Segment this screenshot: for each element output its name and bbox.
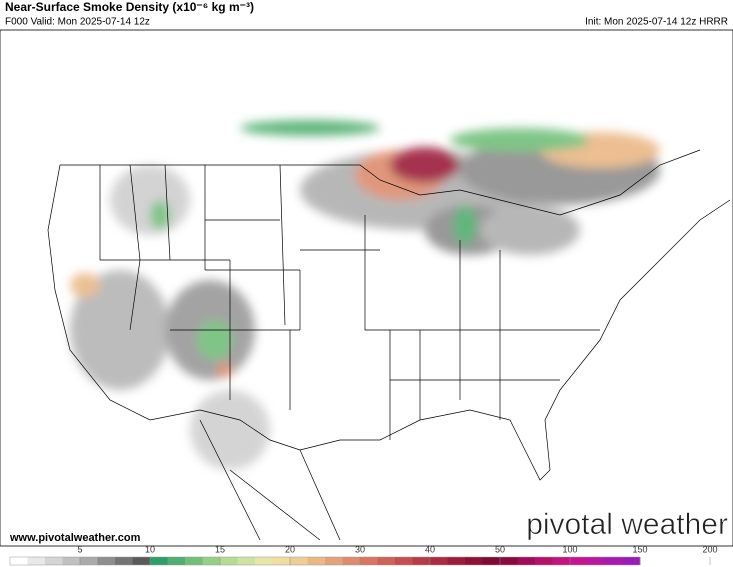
colorbar-swatch [622,557,641,565]
colorbar-swatch [132,557,151,565]
colorbar-tick-label: 50 [495,544,505,554]
smoke-plumes [70,120,660,470]
colorbar-tick-label: 100 [562,544,577,554]
borders [47,149,731,541]
valid-time: F000 Valid: Mon 2025-07-14 12z [5,17,150,28]
colorbar-swatch [587,557,606,565]
colorbar-swatch [115,557,133,565]
source-url: www.pivotalweather.com [9,532,141,544]
colorbar-swatch [395,557,413,565]
colorbar-swatch [535,557,553,565]
colorbar-swatch [360,557,378,565]
colorbar-swatch [150,557,168,565]
colorbar-swatch [465,557,483,565]
colorbar-tick-label: 20 [285,544,295,554]
colorbar-swatch [412,557,431,565]
colorbar-swatch [185,557,203,565]
colorbar-tick-label: 10 [145,544,155,554]
colorbar-swatch [500,557,518,565]
colorbar-swatch [377,557,396,565]
colorbar-swatch [447,557,466,565]
colorbar-swatch [307,557,326,565]
colorbar-swatch [97,557,116,565]
colorbar: 5 10 15 20 30 40 50 100 150 200 [9,544,718,566]
title: Near-Surface Smoke Density (x10⁻⁶ kg m⁻³… [5,0,254,14]
colorbar-tick-label: 5 [77,544,82,554]
colorbar-swatch [482,557,501,565]
logo: pivotal weather [526,508,728,541]
colorbar-swatch [45,557,63,565]
colorbar-swatch [605,557,623,565]
colorbar-swatch [325,557,343,565]
colorbar-swatch [255,557,273,565]
colorbar-swatch [272,557,291,565]
colorbar-tick-label: 200 [702,544,717,554]
colorbar-tick-label: 30 [355,544,365,554]
colorbar-swatch [430,557,448,565]
colorbar-swatch [167,557,186,565]
colorbar-swatch [10,557,28,565]
colorbar-tick-label: 15 [215,544,225,554]
colorbar-swatch [220,557,238,565]
colorbar-swatch [80,557,98,565]
colorbar-swatch [62,557,81,565]
colorbar-swatch [237,557,256,565]
colorbar-tick-label: 40 [425,544,435,554]
colorbar-swatch [570,557,588,565]
colorbar-tick-label: 150 [632,544,647,554]
colorbar-swatch [202,557,221,565]
colorbar-swatch [342,557,361,565]
colorbar-swatch [290,557,308,565]
init-time: Init: Mon 2025-07-14 12z HRRR [585,17,728,28]
colorbar-swatch [517,557,536,565]
colorbar-swatch [27,557,46,565]
colorbar-swatch [552,557,571,565]
